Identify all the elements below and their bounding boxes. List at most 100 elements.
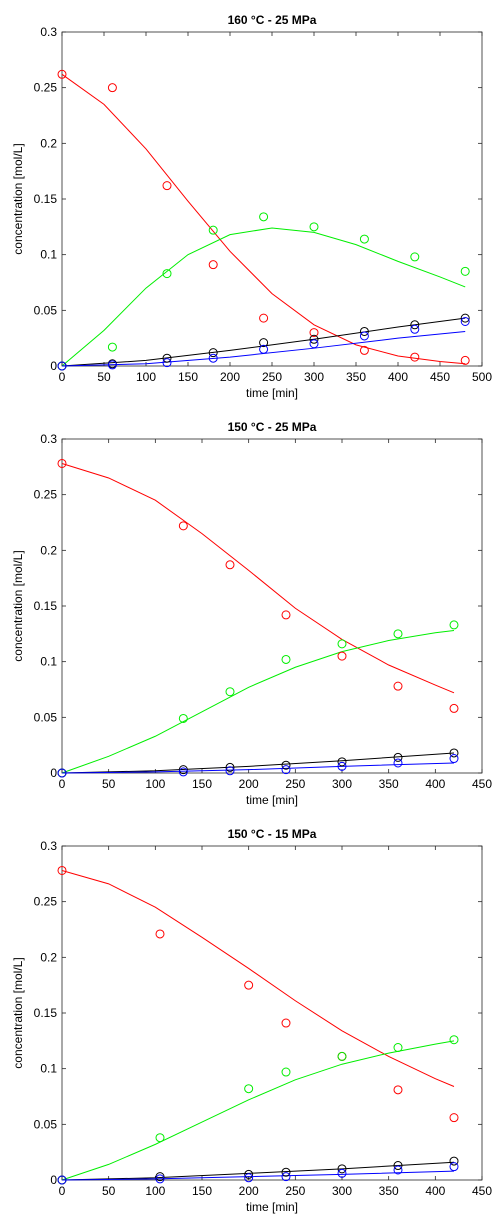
x-tick-label: 50 <box>97 370 111 384</box>
green-data-point <box>155 1133 165 1143</box>
y-tick-label: 0.2 <box>40 136 57 150</box>
blue-data-point <box>57 361 67 371</box>
plot-area <box>61 31 483 367</box>
blue-fit-line <box>61 762 455 774</box>
black-data-point <box>259 338 269 348</box>
x-tick-label: 150 <box>178 370 198 384</box>
x-tick-label: 50 <box>102 1184 116 1198</box>
x-tick-label: 200 <box>239 1184 259 1198</box>
red-data-point <box>281 1018 291 1028</box>
blue-fit-line <box>61 330 466 367</box>
green-data-point <box>337 1051 347 1061</box>
red-data-point <box>281 610 291 620</box>
chart-title: 160 °C - 25 MPa <box>228 13 317 27</box>
black-data-point <box>460 313 470 323</box>
red-data-point <box>393 1085 403 1095</box>
blue-data-point <box>57 1175 67 1185</box>
black-data-point <box>281 1167 291 1177</box>
x-tick-label: 250 <box>285 1184 305 1198</box>
red-data-point <box>244 980 254 990</box>
x-tick-label: 250 <box>285 777 305 791</box>
chart-panel-2: 150 °C - 25 MPa 0 50 100 150 200 250 300 350 400 4… <box>11 420 492 807</box>
black-data-point <box>155 1172 165 1182</box>
black-fit-line <box>61 317 466 367</box>
x-axis-label: time [min] <box>246 793 298 807</box>
black-data-point <box>337 1164 347 1174</box>
green-fit-line <box>61 227 466 367</box>
blue-data-point <box>449 1162 459 1172</box>
blue-data-point <box>155 1174 165 1184</box>
black-data-point <box>393 1161 403 1171</box>
red-data-point <box>460 355 470 365</box>
red-data-point <box>155 929 165 939</box>
green-data-point <box>337 639 347 649</box>
blue-data-point <box>410 324 420 334</box>
green-data-point <box>309 222 319 232</box>
blue-data-point <box>178 767 188 777</box>
x-axis-label: time [min] <box>246 1200 298 1214</box>
blue-data-point <box>337 1168 347 1178</box>
green-fit-line <box>61 1040 455 1181</box>
x-tick-label: 450 <box>472 777 492 791</box>
y-tick-label: 0.25 <box>34 488 58 502</box>
x-tick-label: 0 <box>59 777 66 791</box>
green-data-point <box>449 1035 459 1045</box>
blue-data-point <box>449 754 459 764</box>
green-data-point <box>281 654 291 664</box>
x-tick-label: 100 <box>145 1184 165 1198</box>
green-data-point <box>393 629 403 639</box>
red-data-point <box>107 83 117 93</box>
red-fit-line <box>61 463 455 694</box>
red-data-point <box>225 560 235 570</box>
red-data-point <box>57 458 67 468</box>
blue-data-point <box>107 360 117 370</box>
x-tick-label: 500 <box>472 370 492 384</box>
red-data-point <box>449 1113 459 1123</box>
blue-data-point <box>162 358 172 368</box>
y-tick-label: 0.2 <box>40 543 57 557</box>
blue-data-point <box>309 339 319 349</box>
black-data-point <box>225 762 235 772</box>
green-data-point <box>178 713 188 723</box>
x-tick-label: 50 <box>102 777 116 791</box>
black-fit-line <box>61 752 455 774</box>
black-data-point <box>449 1156 459 1166</box>
green-data-point <box>225 687 235 697</box>
x-tick-label: 200 <box>220 370 240 384</box>
green-data-point <box>162 269 172 279</box>
x-tick-label: 150 <box>192 777 212 791</box>
y-tick-label: 0.15 <box>34 599 58 613</box>
chart-title: 150 °C - 25 MPa <box>228 420 317 434</box>
green-data-point <box>460 266 470 276</box>
chart-panel-1: 160 °C - 25 MPa 0 50 100 150 200 250 300 350 400 4… <box>11 13 492 400</box>
red-data-point <box>162 181 172 191</box>
plot-area <box>61 438 483 774</box>
black-data-point <box>337 757 347 767</box>
black-data-point <box>393 752 403 762</box>
black-data-point <box>178 765 188 775</box>
red-fit-line <box>61 870 455 1087</box>
black-data-point <box>281 760 291 770</box>
black-data-point <box>449 748 459 758</box>
green-data-point <box>449 620 459 630</box>
y-tick-label: 0.3 <box>40 25 57 39</box>
red-fit-line <box>61 73 466 365</box>
y-axis-label: concentration [mol/L] <box>11 550 25 661</box>
x-tick-label: 100 <box>136 370 156 384</box>
blue-data-point <box>244 1173 254 1183</box>
blue-data-point <box>337 761 347 771</box>
x-tick-label: 100 <box>145 777 165 791</box>
green-fit-line <box>61 629 455 774</box>
x-tick-label: 450 <box>472 1184 492 1198</box>
blue-data-point <box>57 768 67 778</box>
blue-fit-line <box>61 1170 455 1181</box>
y-tick-label: 0.05 <box>34 1117 58 1131</box>
x-tick-label: 350 <box>379 777 399 791</box>
blue-data-point <box>393 1165 403 1175</box>
red-data-point <box>208 260 218 270</box>
green-data-point <box>259 212 269 222</box>
green-data-point <box>359 234 369 244</box>
y-axis-label: concentration [mol/L] <box>11 143 25 254</box>
green-data-point <box>208 225 218 235</box>
